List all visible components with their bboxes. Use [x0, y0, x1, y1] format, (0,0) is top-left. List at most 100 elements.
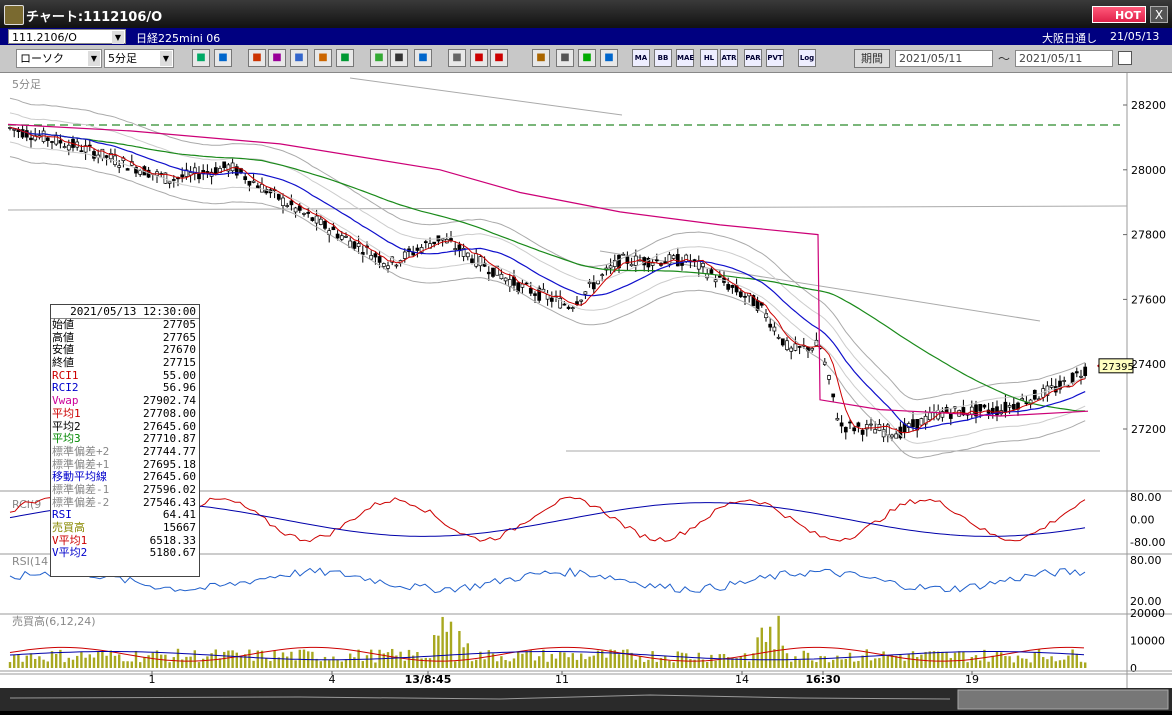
volume-bar: [601, 650, 604, 668]
candle-body: [310, 217, 315, 221]
data-row-value: 27744.77: [143, 444, 196, 458]
grid-icon[interactable]: ■: [214, 49, 232, 67]
rsi-panel-label: RSI(14: [12, 555, 48, 568]
hot-button[interactable]: HOT: [1092, 6, 1146, 23]
indicator-bb-button[interactable]: BB: [654, 49, 672, 67]
grid-settings-icon[interactable]: ■: [600, 49, 618, 67]
x-tick-label: 11: [555, 673, 569, 686]
indicator-mae-button[interactable]: MAE: [676, 49, 694, 67]
candle-body: [167, 181, 172, 184]
volume-bar: [50, 651, 54, 668]
indicator-ma-button[interactable]: MA: [632, 49, 650, 67]
all-icon[interactable]: ■: [490, 49, 508, 67]
period-button[interactable]: 期間: [854, 49, 890, 68]
indicator-pvt-button[interactable]: PVT: [766, 49, 784, 67]
volume-bar: [718, 654, 721, 668]
candle-body: [373, 253, 378, 258]
indicator-par-button[interactable]: PAR: [744, 49, 762, 67]
volume-bar: [979, 660, 982, 668]
data-row-label: 移動平均線: [52, 470, 107, 484]
volume-bar: [903, 660, 906, 668]
volume-bar: [672, 662, 675, 668]
volume-bar: [823, 656, 826, 668]
candle-body: [772, 326, 777, 332]
bars-icon[interactable]: ■: [314, 49, 332, 67]
volume-bar: [798, 659, 801, 668]
chart-type-select[interactable]: ローソク ▼: [16, 49, 102, 68]
data-row: 終値 27715: [51, 356, 199, 370]
candle-body: [369, 255, 374, 260]
palette-icon[interactable]: ■: [578, 49, 596, 67]
volume-bar: [147, 655, 150, 668]
volume-bar: [1054, 661, 1057, 668]
date-to-input[interactable]: 2021/05/11: [1015, 50, 1113, 67]
close-button[interactable]: X: [1150, 6, 1168, 23]
price-tick-label: 27600: [1131, 293, 1166, 306]
zoom-icon[interactable]: ■: [192, 49, 210, 67]
candle-body: [709, 269, 714, 274]
volume-bar: [164, 654, 167, 668]
price-tick-label: 27200: [1131, 423, 1166, 436]
bookmark-icon[interactable]: ■: [336, 49, 354, 67]
candle-body: [717, 275, 722, 278]
volume-bar: [634, 659, 637, 668]
candle-body: [386, 265, 390, 269]
chart-icon[interactable]: ■: [290, 49, 308, 67]
volume-bar: [777, 615, 780, 668]
volume-bar: [29, 653, 33, 668]
interval-select[interactable]: 5分足 ▼: [104, 49, 174, 68]
volume-bar: [479, 651, 482, 668]
session-label: 大阪日通し: [1042, 32, 1097, 45]
data-row-label: 標準偏差+1: [52, 457, 110, 471]
wrench-icon[interactable]: ■: [556, 49, 574, 67]
current-price-label: 27395: [1102, 362, 1134, 373]
volume-bar: [88, 654, 91, 668]
volume-bar: [319, 661, 322, 668]
candle-body: [583, 291, 588, 295]
volume-bar: [273, 650, 276, 668]
candle-body: [289, 200, 294, 206]
volume-bar: [286, 656, 289, 668]
date-to-value: 2021/05/11: [1019, 52, 1083, 65]
volume-bar: [424, 657, 427, 668]
indicator-hl-button[interactable]: HL: [700, 49, 718, 67]
volume-bar: [420, 658, 423, 668]
data-row-label: V平均2: [52, 546, 88, 560]
data-row-label: RCI1: [52, 368, 79, 382]
candle-body: [247, 180, 252, 186]
volume-bar: [227, 650, 230, 668]
volume-bar: [1046, 659, 1049, 668]
undo-icon[interactable]: ■: [414, 49, 432, 67]
candle-body: [839, 422, 844, 427]
candle2-icon[interactable]: ■: [470, 49, 488, 67]
indicator-atr-button[interactable]: ATR: [720, 49, 738, 67]
option-checkbox[interactable]: [1118, 51, 1132, 65]
data-row-label: 売買高: [52, 521, 85, 534]
candle-body: [726, 284, 731, 290]
symbol-select[interactable]: 111.2106/O ▼: [8, 29, 126, 44]
data-row-label: 始値: [52, 318, 74, 331]
candle-body: [654, 259, 659, 262]
date-from-input[interactable]: 2021/05/11: [895, 50, 993, 67]
candle-body: [650, 262, 655, 266]
candle-body: [743, 295, 747, 298]
cursor-icon[interactable]: ■: [390, 49, 408, 67]
settings-icon[interactable]: ■: [532, 49, 550, 67]
volume-bar: [819, 655, 822, 668]
indicator-log-button[interactable]: Log: [798, 49, 816, 67]
volume-bar: [848, 652, 852, 668]
candle-body: [24, 130, 29, 138]
candle-body: [873, 429, 878, 434]
scan-icon[interactable]: ■: [268, 49, 286, 67]
candle-body: [1083, 366, 1088, 376]
draw-icon[interactable]: ■: [370, 49, 388, 67]
volume-bar: [806, 652, 810, 668]
volume-bar: [353, 657, 356, 668]
candle-body: [260, 183, 264, 193]
candle-body: [890, 434, 894, 438]
volume-bar: [500, 656, 503, 668]
candle-icon[interactable]: ■: [448, 49, 466, 67]
download-icon[interactable]: ■: [248, 49, 266, 67]
candle-body: [1024, 402, 1029, 405]
volume-bar: [63, 662, 66, 668]
